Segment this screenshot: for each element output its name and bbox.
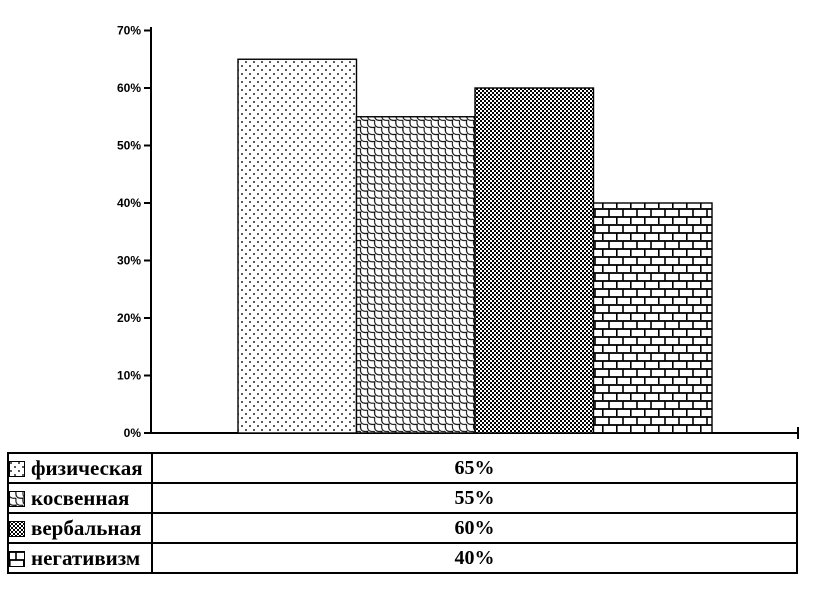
legend-row-3: вербальная 60% bbox=[7, 512, 798, 544]
y-tick-label: 20% bbox=[117, 311, 141, 325]
dots-pattern-swatch-icon bbox=[10, 460, 25, 477]
bar-2 bbox=[355, 116, 476, 434]
bar-1 bbox=[237, 58, 358, 434]
legend-label: негативизм bbox=[31, 545, 141, 570]
legend-label-cell: физическая bbox=[7, 452, 153, 484]
legend-value: 65% bbox=[151, 452, 798, 484]
legend-row-1: физическая 65% bbox=[7, 452, 798, 484]
y-tick-label: 30% bbox=[117, 254, 141, 268]
y-tick-label: 60% bbox=[117, 81, 141, 95]
legend-label: физическая bbox=[31, 455, 143, 480]
legend-table: физическая 65% косвенная 55% вербальная … bbox=[7, 452, 798, 574]
brick-pattern-swatch-icon bbox=[10, 550, 25, 567]
dense-checker-pattern-swatch-icon bbox=[10, 520, 25, 537]
bar-3 bbox=[474, 87, 595, 434]
y-tick-label: 50% bbox=[117, 139, 141, 153]
y-tick-label: 0% bbox=[124, 426, 142, 440]
legend-row-2: косвенная 55% bbox=[7, 482, 798, 514]
legend-value: 55% bbox=[151, 482, 798, 514]
y-tick-label: 10% bbox=[117, 369, 141, 383]
legend-label-cell: негативизм bbox=[7, 542, 153, 574]
bar-chart: 0% 10% 20% 30% 40% 50% 60% 70% bbox=[117, 24, 799, 440]
y-tick-label: 70% bbox=[117, 24, 141, 38]
legend-value: 40% bbox=[151, 542, 798, 574]
legend-label-cell: косвенная bbox=[7, 482, 153, 514]
legend-label-cell: вербальная bbox=[7, 512, 153, 544]
legend-label: вербальная bbox=[31, 515, 142, 540]
legend-label: косвенная bbox=[31, 485, 130, 510]
legend-row-4: негативизм 40% bbox=[7, 542, 798, 574]
legend-value: 60% bbox=[151, 512, 798, 544]
bar-4 bbox=[592, 202, 713, 434]
y-tick-label: 40% bbox=[117, 196, 141, 210]
scales-pattern-swatch-icon bbox=[10, 490, 25, 507]
